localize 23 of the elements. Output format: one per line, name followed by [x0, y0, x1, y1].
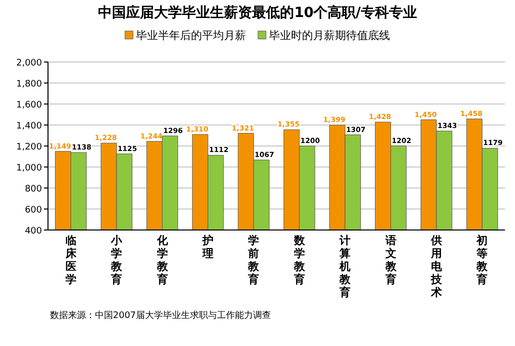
- y-tick-label: 800: [24, 184, 42, 194]
- y-tick-label: 1,400: [16, 122, 42, 132]
- y-tick-label: 1,000: [16, 164, 42, 174]
- y-tick-label: 400: [24, 226, 42, 236]
- y-tick-label: 1,800: [16, 80, 42, 90]
- x-tick-label: 数学教育: [292, 234, 306, 286]
- source-note: 数据来源：中国2007届大学毕业生求职与工作能力调查: [50, 310, 271, 321]
- legend-label: 毕业半年后的平均月薪: [136, 29, 246, 42]
- y-tick-label: 1,600: [16, 100, 42, 110]
- x-tick-label: 计算机教育: [338, 234, 352, 299]
- x-tick-label: 临床医学: [64, 234, 78, 286]
- x-tick-label: 语文教育: [384, 234, 398, 286]
- y-tick-label: 600: [24, 206, 42, 216]
- x-tick-label: 护理: [201, 234, 214, 260]
- y-tick-label: 2,000: [16, 58, 42, 68]
- chart-title: 中国应届大学毕业生薪资最低的10个高职/专科专业: [98, 4, 417, 21]
- x-tick-label: 化学教育: [156, 234, 169, 286]
- y-tick-label: 1,200: [16, 142, 42, 152]
- x-tick-label: 学前教育: [247, 234, 260, 286]
- x-tick-label: 小学教育: [110, 234, 124, 286]
- legend-label: 毕业时的月薪期待值底线: [269, 29, 390, 42]
- x-tick-label: 供用电技术: [430, 234, 443, 299]
- x-tick-label: 初等教育: [476, 234, 489, 286]
